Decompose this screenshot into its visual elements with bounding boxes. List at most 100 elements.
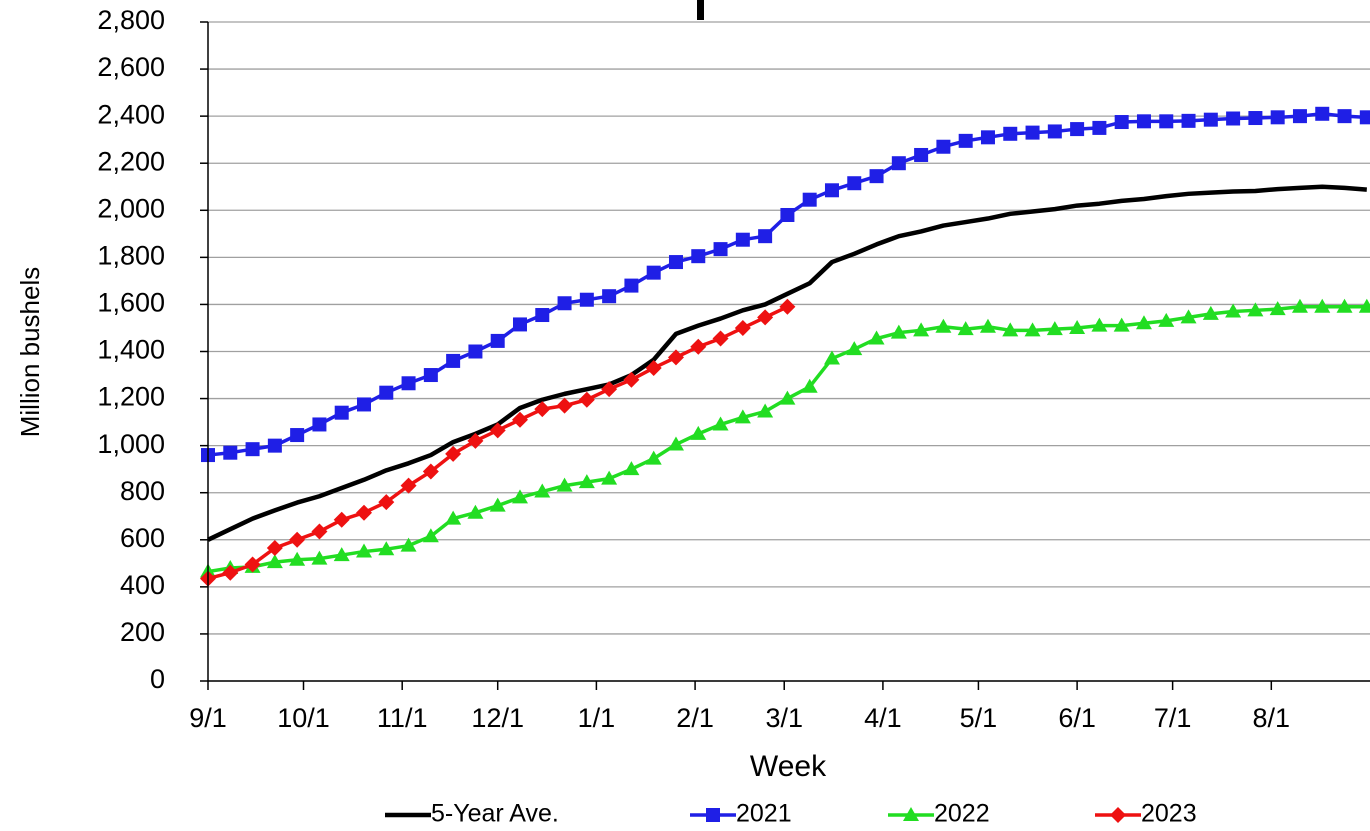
- marker: [690, 338, 707, 355]
- marker: [266, 540, 283, 557]
- legend-label: 2021: [736, 800, 792, 828]
- marker: [1202, 305, 1219, 320]
- marker: [936, 139, 951, 154]
- x-tick-label: 3/1: [765, 703, 803, 733]
- marker: [1135, 315, 1152, 330]
- marker: [601, 381, 618, 398]
- marker: [1336, 298, 1353, 313]
- marker: [1158, 312, 1175, 327]
- marker: [624, 278, 639, 293]
- marker: [735, 232, 750, 247]
- y-tick-label: 200: [120, 617, 165, 647]
- marker: [914, 147, 929, 162]
- marker: [667, 436, 684, 451]
- marker: [1269, 301, 1286, 316]
- marker: [534, 483, 551, 498]
- legend-label: 2022: [934, 800, 990, 828]
- marker: [1314, 298, 1331, 313]
- marker: [511, 489, 528, 504]
- marker: [556, 477, 573, 492]
- marker: [706, 808, 720, 822]
- marker: [958, 133, 973, 148]
- marker: [757, 309, 774, 326]
- marker: [467, 432, 484, 449]
- marker: [378, 494, 395, 511]
- marker: [868, 330, 885, 345]
- series-line: [207, 305, 1367, 574]
- marker: [1025, 125, 1040, 140]
- marker: [667, 349, 684, 366]
- marker: [512, 317, 527, 332]
- marker: [1092, 120, 1107, 135]
- y-tick-label: 1,800: [97, 240, 165, 270]
- marker: [758, 229, 773, 244]
- marker: [602, 289, 617, 304]
- marker: [290, 428, 305, 443]
- marker: [802, 192, 817, 207]
- x-tick-label: 8/1: [1253, 703, 1291, 733]
- marker: [333, 511, 350, 528]
- x-tick-label: 6/1: [1058, 703, 1096, 733]
- marker: [1226, 111, 1241, 126]
- marker: [1270, 110, 1285, 125]
- marker: [712, 416, 729, 431]
- marker: [780, 207, 795, 222]
- y-axis-label: Million bushels: [15, 267, 45, 438]
- marker: [1136, 114, 1151, 129]
- marker: [556, 397, 573, 414]
- marker: [1292, 109, 1307, 124]
- y-tick-label: 2,600: [97, 52, 165, 82]
- x-axis-label: Week: [750, 750, 827, 783]
- marker: [333, 547, 350, 562]
- x-tick-label: 1/1: [578, 703, 616, 733]
- legend-label: 5-Year Ave.: [431, 800, 559, 828]
- legend-label: 2023: [1141, 800, 1197, 828]
- marker: [823, 350, 840, 365]
- legend: 5-Year Ave. 2021 2022 2023: [385, 800, 1197, 828]
- marker: [534, 401, 551, 418]
- marker: [490, 333, 505, 348]
- clipped-title-fragment: [697, 0, 704, 20]
- x-tick-label: 12/1: [471, 703, 524, 733]
- marker: [757, 403, 774, 418]
- marker: [423, 368, 438, 383]
- marker: [903, 807, 919, 821]
- y-tick-label: 1,200: [97, 382, 165, 412]
- marker: [1315, 106, 1330, 121]
- x-tick-label: 9/1: [189, 703, 227, 733]
- marker: [713, 242, 728, 257]
- marker: [1002, 322, 1019, 337]
- marker: [445, 510, 462, 525]
- marker: [245, 442, 260, 457]
- marker: [979, 318, 996, 333]
- marker: [379, 385, 394, 400]
- marker: [311, 523, 328, 540]
- marker: [691, 249, 706, 264]
- marker: [869, 169, 884, 184]
- x-tick-label: 5/1: [960, 703, 998, 733]
- marker: [1114, 115, 1129, 130]
- marker: [1337, 109, 1352, 124]
- marker: [1225, 303, 1242, 318]
- y-tick-label: 1,000: [97, 429, 165, 459]
- marker: [1359, 110, 1370, 125]
- marker: [222, 564, 239, 581]
- marker: [779, 390, 796, 405]
- marker: [779, 298, 796, 315]
- marker: [668, 255, 683, 270]
- x-tick-label: 11/1: [377, 703, 428, 733]
- marker: [734, 319, 751, 336]
- marker: [489, 422, 506, 439]
- y-tick-label: 0: [150, 664, 165, 694]
- marker: [1003, 126, 1018, 141]
- marker: [400, 477, 417, 494]
- marker: [801, 378, 818, 393]
- plot-area: [200, 106, 1370, 587]
- marker: [468, 344, 483, 359]
- marker: [266, 554, 283, 569]
- marker: [846, 341, 863, 356]
- marker: [467, 504, 484, 519]
- marker: [355, 504, 372, 521]
- marker: [1159, 114, 1174, 129]
